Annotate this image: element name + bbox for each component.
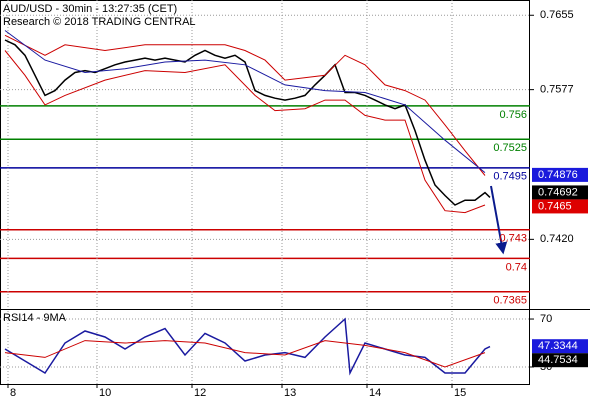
price-tag-label: 0.7465: [538, 200, 572, 212]
x-tick-label: 10: [99, 387, 111, 399]
y-tick-label: 70: [540, 313, 552, 325]
price-tag-label: 44.7534: [538, 354, 578, 366]
plot-frame: [0, 0, 530, 385]
series-line: [4, 30, 486, 173]
forecast-arrow: [490, 185, 508, 255]
price-tag: [532, 353, 588, 368]
panel-title: RSI14 - 9MA: [3, 312, 67, 324]
y-tick-label: 0.7577: [540, 84, 574, 96]
x-tick-label: 8: [10, 387, 16, 399]
chart-subtitle: Research © 2018 TRADING CENTRAL: [3, 16, 196, 28]
x-tick-label: 14: [369, 387, 381, 399]
price-tag-label: 0.74876: [538, 169, 578, 181]
level-label: 0.7495: [493, 171, 527, 183]
series-line: [4, 50, 486, 214]
price-tag: [532, 167, 588, 182]
price-tag: [532, 199, 588, 214]
level-label: 0.743: [499, 233, 527, 245]
series-line: [4, 34, 486, 176]
price-tag: [532, 185, 588, 200]
price-tag: [532, 339, 588, 354]
y-tick-label: 0.7420: [540, 233, 574, 245]
series-line: [4, 340, 486, 368]
price-tag-label: 0.74692: [538, 186, 578, 198]
x-tick-label: 12: [194, 387, 206, 399]
x-tick-label: 13: [284, 387, 296, 399]
level-label: 0.7365: [493, 295, 527, 307]
y-tick-label: 0.7655: [540, 9, 574, 21]
series-line: [4, 317, 491, 376]
chart-title: AUD/USD - 30min - 13:27:35 (CET): [3, 3, 177, 15]
level-label: 0.756: [499, 109, 527, 121]
level-label: 0.74: [506, 261, 527, 273]
price-tag-label: 47.3344: [538, 340, 578, 352]
series-line: [4, 39, 491, 206]
level-label: 0.7525: [493, 142, 527, 154]
x-tick-label: 15: [454, 387, 466, 399]
